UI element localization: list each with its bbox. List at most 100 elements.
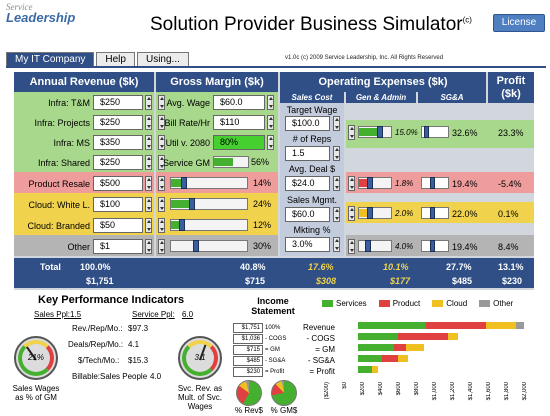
rev-spinner-other[interactable] — [145, 239, 152, 254]
bill-rate-spinner[interactable] — [267, 115, 274, 130]
rev-spinner-infra-ms[interactable] — [145, 135, 152, 150]
rev-input-cloud-branded[interactable]: $50 — [93, 218, 143, 233]
copyright-mark: (c) — [462, 15, 472, 25]
rev-spinner-cloud-branded[interactable] — [145, 218, 152, 233]
revenue-header: Annual Revenue ($k) — [14, 72, 154, 92]
bill-rate-input[interactable]: $110 — [213, 115, 265, 130]
tab-my-it-company[interactable]: My IT Company — [6, 52, 95, 67]
sga-product-pct: 19.4% — [452, 179, 478, 189]
ga-cloud-spinner[interactable] — [348, 206, 355, 221]
rev-input-product-resale[interactable]: $500 — [93, 176, 143, 191]
service-gm-spinner[interactable] — [158, 155, 165, 170]
avg-deal-input[interactable]: $24.0 — [285, 176, 330, 191]
tab-help[interactable]: Help — [96, 52, 135, 67]
rev-spinner-infra-tm[interactable] — [145, 95, 152, 110]
is-op-profit: = Profit — [265, 369, 285, 375]
product-gm-slider[interactable] — [170, 177, 248, 189]
is-label-profit: = Profit — [309, 367, 335, 376]
util-input[interactable]: 80% — [213, 135, 265, 150]
target-wage-spinner[interactable] — [333, 116, 340, 131]
tab-bar: My IT Company Help Using... — [6, 52, 191, 67]
sga-product-slider[interactable] — [421, 177, 449, 189]
ga-other-slider[interactable] — [358, 240, 392, 252]
income-statement-title: Income Statement — [251, 296, 295, 316]
total-rev-pct: 100.0% — [80, 262, 111, 272]
total-sales-amt: $308 — [316, 276, 337, 286]
tech-label: $/Tech/Mo.: — [78, 356, 120, 365]
mkting-input[interactable]: 3.0% — [285, 237, 330, 252]
rev-spinner-cloud-white[interactable] — [145, 197, 152, 212]
rev-spinner-infra-projects[interactable] — [145, 115, 152, 130]
total-sga-amt: $485 — [452, 276, 473, 286]
sales-mgmt-spinner[interactable] — [333, 207, 340, 222]
axis-tick-8: $1,400 — [468, 382, 474, 401]
license-button[interactable]: License — [493, 14, 545, 32]
util-spinner[interactable] — [267, 135, 274, 150]
sga-other-slider[interactable] — [421, 240, 449, 252]
sales-mgmt-input[interactable]: $60.0 — [285, 207, 330, 222]
is-label-gm: = GM — [315, 345, 335, 354]
rev-input-cloud-white[interactable]: $100 — [93, 197, 143, 212]
rev-input-infra-ms[interactable]: $350 — [93, 135, 143, 150]
axis-tick-6: $1,000 — [432, 382, 438, 401]
cloud-white-gm-spinner[interactable] — [158, 197, 165, 212]
tech-value: $15.3 — [128, 356, 149, 365]
ga-cloud-slider[interactable] — [358, 207, 392, 219]
util-label: Util v. 2080 — [165, 138, 210, 148]
bill-rate-label: Bill Rate/Hr — [164, 118, 210, 128]
sga-ms-slider[interactable] — [421, 126, 449, 138]
rev-input-other[interactable]: $1 — [93, 239, 143, 254]
axis-tick-2: $200 — [360, 382, 366, 396]
avg-deal-spinner[interactable] — [333, 176, 340, 191]
rev-pie — [236, 380, 262, 406]
ga-ms-spinner[interactable] — [348, 125, 355, 140]
ga-product-slider[interactable] — [358, 177, 392, 189]
avg-wage-input[interactable]: $60.0 — [213, 95, 265, 110]
cloud-white-gm-pct: 24% — [253, 199, 272, 209]
sga-cloud-slider[interactable] — [421, 207, 449, 219]
total-ga-amt: $177 — [390, 276, 411, 286]
rev-spinner-product-resale[interactable] — [145, 176, 152, 191]
target-wage-input[interactable]: $100.0 — [285, 116, 330, 131]
mkting-spinner[interactable] — [333, 237, 340, 252]
kpi-title: Key Performance Indicators — [38, 294, 185, 306]
wage-spinner[interactable] — [158, 95, 165, 110]
sales-mgmt-label: Sales Mgmt. — [286, 195, 337, 205]
cloud-branded-gm-spinner[interactable] — [158, 218, 165, 233]
ga-other-pct: 4.0% — [395, 242, 414, 251]
deals-label: Deals/Rep/Mo.: — [68, 340, 124, 349]
ga-other-spinner[interactable] — [348, 239, 355, 254]
gm-pie — [271, 380, 297, 406]
cloud-branded-gm-slider[interactable] — [170, 219, 248, 231]
rev-input-infra-projects[interactable]: $250 — [93, 115, 143, 130]
product-gm-spinner[interactable] — [158, 176, 165, 191]
sales-wages-caption: Sales Wages as % of GM — [12, 384, 60, 402]
profit-product-pct: -5.4% — [498, 179, 522, 189]
util-spinner-left[interactable] — [158, 135, 165, 150]
rev-input-infra-tm[interactable]: $250 — [93, 95, 143, 110]
is-value-sga: $485 — [233, 356, 263, 366]
reps-spinner[interactable] — [333, 146, 340, 161]
ga-ms-slider[interactable] — [358, 126, 392, 138]
is-label-revenue: Revenue — [302, 323, 335, 332]
bar-gm — [358, 344, 424, 351]
tab-using[interactable]: Using... — [136, 52, 189, 67]
rev-input-infra-shared[interactable]: $250 — [93, 155, 143, 170]
axis-tick-1: $0 — [342, 382, 348, 389]
avg-wage-spinner[interactable] — [267, 95, 274, 110]
profit-ms-pct: 23.3% — [498, 128, 524, 138]
sales-ppl-value: 1.5 — [70, 310, 82, 319]
service-ppl-value: 6.0 — [182, 310, 194, 319]
other-gm-spinner[interactable] — [158, 239, 165, 254]
rev-spinner-infra-shared[interactable] — [145, 155, 152, 170]
cloud-white-gm-slider[interactable] — [170, 198, 248, 210]
other-gm-slider[interactable] — [170, 240, 248, 252]
row-label-infra-shared: Infra: Shared — [37, 158, 90, 168]
profit-header: Profit ($k) — [488, 72, 534, 103]
reps-input[interactable]: 1.5 — [285, 146, 330, 161]
ga-product-spinner[interactable] — [348, 176, 355, 191]
bill-spinner-left[interactable] — [158, 115, 165, 130]
legend-product: Product — [378, 299, 420, 308]
row-label-cloud-white: Cloud: White L. — [28, 200, 90, 210]
